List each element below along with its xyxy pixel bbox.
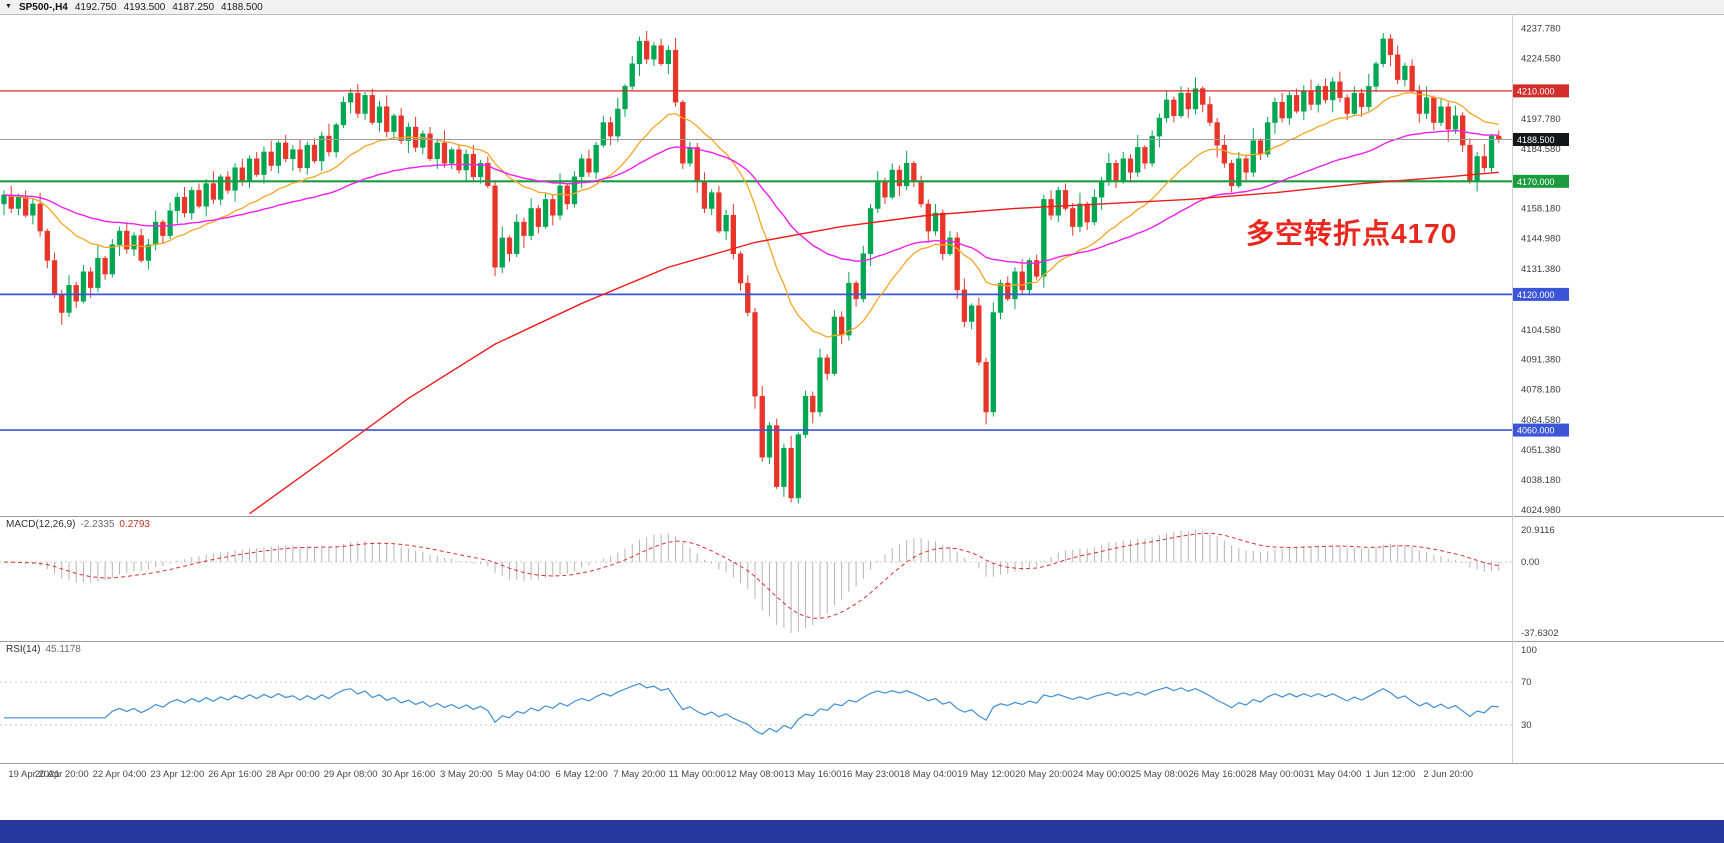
ma-fast-line — [3, 92, 1499, 338]
macd-signal-line — [3, 532, 1499, 619]
price-tag — [1513, 174, 1569, 188]
price-tag-label: 4060.000 — [1517, 426, 1555, 436]
macd-axis-label: 20.9116 — [1521, 525, 1555, 536]
time-axis-label: 5 May 04:00 — [498, 769, 550, 780]
price-axis-label: 4131.380 — [1521, 264, 1561, 275]
time-axis-label: 20 May 20:00 — [1015, 769, 1073, 780]
chart-header-bar: ▼ SP500-,H4 4192.750 4193.500 4187.250 4… — [5, 0, 263, 14]
price-tag-label: 4210.000 — [1517, 86, 1555, 96]
rsi-axis-label: 100 — [1521, 645, 1537, 656]
time-axis-label: 28 Apr 00:00 — [266, 769, 320, 780]
macd-signal-value: 0.2793 — [119, 519, 150, 530]
symbol-period-label: SP500-,H4 — [18, 1, 68, 13]
price-axis-label: 4237.780 — [1521, 24, 1561, 35]
time-axis-label: 16 May 23:00 — [842, 769, 900, 780]
macd-main-value: -2.2335 — [80, 519, 115, 530]
chart-canvas: 4237.780 4224.580 4197.780 4184.580 4158.180… — [0, 0, 1724, 780]
price-tag-label: 4170.000 — [1517, 177, 1555, 187]
time-axis-label: 1 Jun 12:00 — [1366, 769, 1416, 780]
price-tag-label: 4120.000 — [1517, 290, 1555, 300]
candles — [1, 30, 1502, 504]
price-axis-label: 4197.780 — [1521, 114, 1561, 125]
rsi-line — [4, 682, 1499, 735]
rsi-axis-label: 70 — [1521, 677, 1532, 688]
rsi-title: RSI(14) — [6, 644, 41, 655]
rsi-axis-label: 30 — [1521, 720, 1532, 731]
time-axis-label: 26 Apr 16:00 — [208, 769, 262, 780]
macd-histogram — [10, 530, 1500, 633]
price-axis-label: 4064.580 — [1521, 415, 1561, 426]
time-axis-label: 19 Apr 2021 — [8, 769, 59, 780]
time-axis-label: 20 Apr 20:00 — [35, 769, 89, 780]
macd-indicator-label: MACD(12,26,9) -2.2335 0.2793 — [6, 519, 150, 530]
price-axis-label: 4224.580 — [1521, 53, 1561, 64]
price-tag — [1513, 84, 1569, 98]
time-axis-label: 19 May 12:00 — [957, 769, 1015, 780]
time-axis-label: 6 May 12:00 — [556, 769, 608, 780]
time-axis-label: 31 May 04:00 — [1304, 769, 1362, 780]
price-axis-label: 4024.980 — [1521, 505, 1561, 516]
rsi-value: 45.1178 — [45, 644, 81, 655]
time-axis-label: 26 May 16:00 — [1188, 769, 1246, 780]
price-axis-label: 4184.580 — [1521, 144, 1561, 155]
time-axis-label: 18 May 04:00 — [900, 769, 958, 780]
annotation-text[interactable]: 多空转折点4170 — [1246, 218, 1458, 249]
time-axis-label: 11 May 00:00 — [669, 769, 726, 780]
macd-title: MACD(12,26,9) — [6, 519, 76, 530]
rsi-indicator-label: RSI(14) 45.1178 — [6, 644, 81, 655]
dropdown-arrow-icon[interactable]: ▼ — [5, 3, 12, 10]
time-axis-label: 29 Apr 08:00 — [324, 769, 378, 780]
time-axis-label: 24 May 00:00 — [1073, 769, 1131, 780]
time-axis-label: 13 May 16:00 — [784, 769, 842, 780]
high-value: 4193.500 — [123, 1, 166, 13]
macd-axis-label: -37.6302 — [1521, 628, 1559, 639]
price-tag — [1513, 133, 1569, 146]
time-axis-label: 25 May 08:00 — [1131, 769, 1189, 780]
price-axis-label: 4051.380 — [1521, 445, 1561, 456]
time-axis-label: 12 May 08:00 — [726, 769, 784, 780]
price-tag — [1513, 287, 1569, 301]
price-axis-label: 4091.380 — [1521, 355, 1561, 366]
ma-slow-line — [249, 171, 1499, 515]
price-axis-label: 4104.580 — [1521, 325, 1561, 336]
taskbar[interactable] — [0, 820, 1724, 843]
price-axis: 4237.780 4224.580 4197.780 4184.580 4158.180… — [1513, 24, 1569, 516]
ma-medium-line — [3, 129, 1499, 265]
time-axis-label: 23 Apr 12:00 — [150, 769, 204, 780]
price-axis-label: 4144.980 — [1521, 233, 1561, 244]
price-tag-label: 4188.500 — [1517, 135, 1555, 145]
time-axis-label: 3 May 20:00 — [440, 769, 492, 780]
time-axis-label: 30 Apr 16:00 — [381, 769, 435, 780]
open-value: 4192.750 — [74, 1, 117, 13]
header-strip — [0, 0, 1724, 14]
time-axis-label: 2 Jun 20:00 — [1423, 769, 1473, 780]
macd-axis-label: 0.00 — [1521, 557, 1540, 568]
price-tag — [1513, 423, 1569, 437]
time-axis-label: 7 May 20:00 — [613, 769, 665, 780]
price-axis-label: 4078.180 — [1521, 384, 1561, 395]
time-axis-label: 28 May 00:00 — [1246, 769, 1304, 780]
time-axis-label: 22 Apr 04:00 — [93, 769, 147, 780]
price-axis-label: 4158.180 — [1521, 204, 1561, 215]
low-value: 4187.250 — [172, 1, 215, 13]
price-axis-label: 4038.180 — [1521, 475, 1561, 486]
close-value: 4188.500 — [221, 1, 263, 13]
